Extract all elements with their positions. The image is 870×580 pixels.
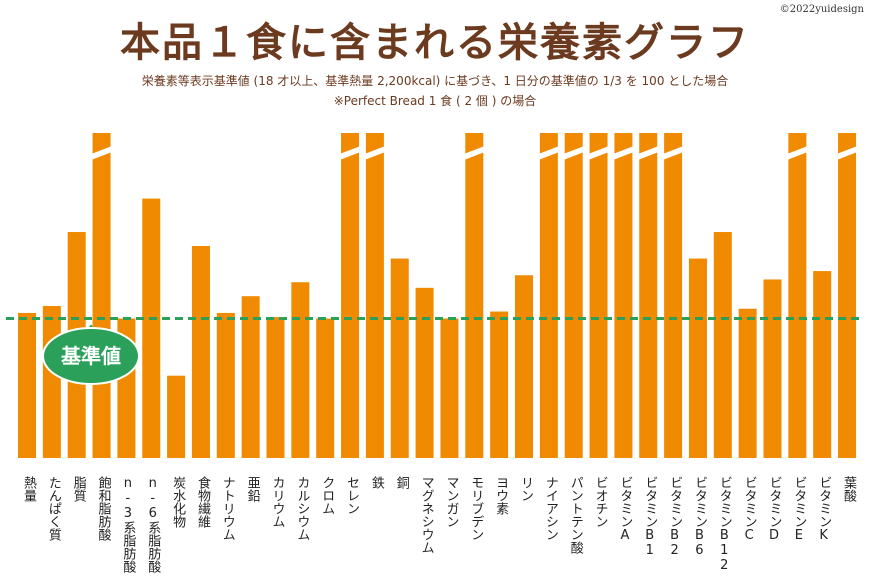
bar-21 <box>539 133 558 458</box>
category-label: 脂質 <box>70 476 86 502</box>
category-label: 熱量 <box>21 476 36 502</box>
category-label: ビタミンB12 <box>716 476 732 573</box>
category-label: 亜鉛 <box>244 476 260 502</box>
bar-10 <box>266 317 285 458</box>
truncation-mark-26 <box>660 145 687 161</box>
truncation-mark-23 <box>585 145 612 161</box>
category-label: クロム <box>319 476 335 515</box>
category-label: 飽和脂肪酸 <box>95 476 111 541</box>
category-label: ビタミンC <box>741 476 757 543</box>
bar-12 <box>316 318 335 458</box>
category-label: ビタミンB1 <box>642 476 658 558</box>
category-label: 食物繊維 <box>194 476 210 528</box>
bar-13 <box>341 133 360 458</box>
chart-subtitle-line2: ※Perfect Bread 1 食 ( 2 個 ) の場合 <box>333 94 537 108</box>
category-label: n-6系脂肪酸 <box>145 476 161 573</box>
bar-25 <box>639 133 658 458</box>
bar-22 <box>564 133 583 458</box>
category-label: パントテン酸 <box>567 476 583 554</box>
bar-3 <box>92 133 111 458</box>
bar-0 <box>18 312 36 458</box>
category-label: モリブデン <box>468 476 484 541</box>
bar-30 <box>763 279 782 458</box>
bar-7 <box>191 245 210 458</box>
bar-23 <box>589 133 608 458</box>
category-label: n-3系脂肪酸 <box>120 476 136 573</box>
category-label: マンガン <box>443 476 459 528</box>
bar-20 <box>515 275 533 458</box>
bar-11 <box>291 282 310 458</box>
category-label: ビオチン <box>592 476 608 528</box>
bar-1 <box>42 305 61 458</box>
bar-32 <box>813 271 832 458</box>
truncation-mark-24 <box>610 145 637 161</box>
category-label: ナイアシン <box>542 476 558 541</box>
category-label: 炭水化物 <box>170 476 186 528</box>
category-label: ヨウ素 <box>493 476 509 515</box>
category-label: 銅 <box>393 476 409 489</box>
bar-18 <box>465 133 484 458</box>
bar-26 <box>664 133 683 458</box>
bar-27 <box>688 258 707 458</box>
category-label: 鉄 <box>368 476 384 489</box>
copyright-text: ©2022yuidesign <box>779 4 864 15</box>
category-label: カリウム <box>269 476 285 528</box>
category-label: セレン <box>344 476 360 515</box>
bar-5 <box>142 198 161 459</box>
truncation-mark-25 <box>635 145 662 161</box>
truncation-mark-3 <box>88 145 115 161</box>
category-label: ビタミンB2 <box>667 476 683 558</box>
bar-28 <box>713 232 732 458</box>
category-label: ビタミンB6 <box>691 476 707 558</box>
truncation-mark-21 <box>535 145 562 161</box>
bar-24 <box>614 133 633 458</box>
reference-label: 基準値 <box>61 344 121 368</box>
bar-6 <box>167 375 186 458</box>
category-label: ナトリウム <box>219 476 235 541</box>
truncation-mark-13 <box>337 145 364 161</box>
bar-29 <box>738 308 757 458</box>
category-label: ビタミンA <box>617 476 633 543</box>
category-label: たんぱく質 <box>45 476 61 541</box>
category-label: リン <box>518 476 533 502</box>
reference-callout <box>42 327 140 385</box>
bar-17 <box>440 318 459 458</box>
category-label: マグネシウム <box>418 476 434 554</box>
category-label: ビタミンK <box>816 476 832 543</box>
bar-31 <box>788 133 807 458</box>
category-label: カルシウム <box>294 476 310 541</box>
bar-9 <box>241 296 260 458</box>
bar-33 <box>838 133 857 458</box>
category-label: ビタミンD <box>766 476 782 543</box>
bar-19 <box>490 311 509 458</box>
truncation-mark-14 <box>361 145 388 161</box>
category-label: 葉酸 <box>841 476 857 502</box>
bar-15 <box>390 258 409 458</box>
bar-14 <box>365 133 384 458</box>
bar-8 <box>216 312 235 458</box>
truncation-mark-31 <box>784 145 811 161</box>
bar-16 <box>415 287 434 458</box>
truncation-mark-18 <box>461 145 488 161</box>
truncation-mark-33 <box>834 145 861 161</box>
chart-subtitle-line1: 栄養素等表示基準値 (18 才以上、基準熱量 2,200kcal) に基づき、1… <box>141 74 729 88</box>
chart-title: 本品１食に含まれる栄養素グラフ <box>120 20 750 66</box>
category-label: ビタミンE <box>791 476 807 543</box>
truncation-mark-22 <box>560 145 587 161</box>
